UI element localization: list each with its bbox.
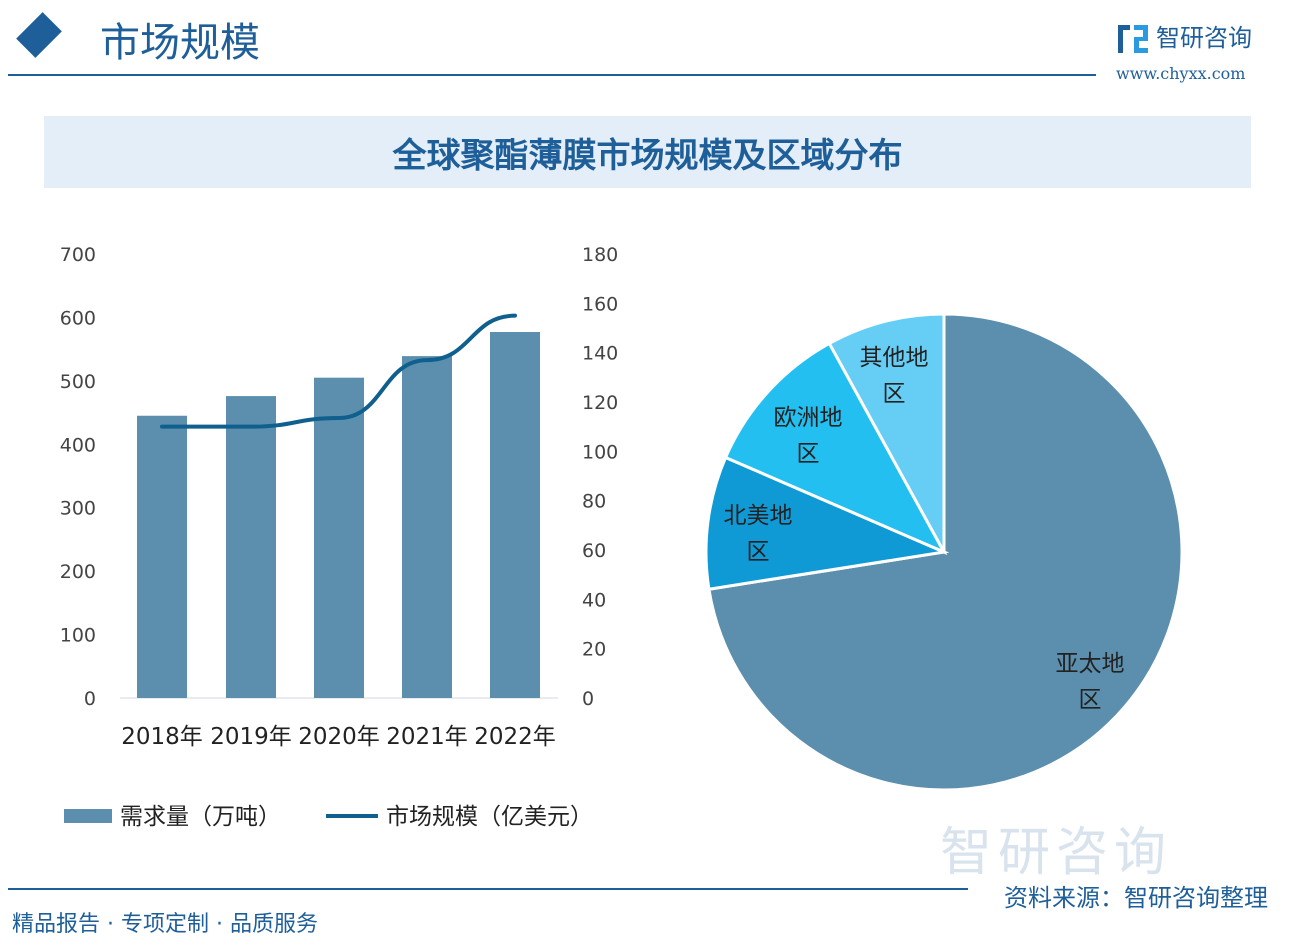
y-right-tick: 140	[582, 343, 618, 365]
x-tick-label: 2019年	[210, 724, 292, 750]
y-left-tick: 600	[60, 307, 96, 329]
y-right-tick: 20	[582, 639, 606, 661]
bar	[226, 396, 276, 698]
brand-name: 智研咨询	[1156, 24, 1252, 52]
x-tick-label: 2022年	[474, 724, 556, 750]
y-right-tick: 0	[582, 688, 594, 710]
bar	[490, 332, 540, 698]
header-divider	[8, 74, 1096, 76]
bar	[314, 377, 364, 698]
y-left-tick: 500	[60, 371, 96, 393]
bar	[402, 356, 452, 698]
y-right-tick: 120	[582, 392, 618, 414]
y-left-tick: 400	[60, 434, 96, 456]
y-left-tick: 300	[60, 498, 96, 520]
x-tick-label: 2018年	[121, 724, 203, 750]
brand: 智研咨询	[1118, 18, 1252, 53]
y-left-tick: 700	[60, 244, 96, 266]
y-right-tick: 160	[582, 293, 618, 315]
pie-slice	[827, 312, 946, 553]
brand-url: www.chyxx.com	[1116, 64, 1246, 83]
pie-slice	[704, 455, 950, 591]
y-left-tick: 0	[84, 688, 96, 710]
bar	[137, 415, 187, 698]
legend-line-label: 市场规模（亿美元）	[386, 804, 593, 830]
pie-label-north-america: 北美地区	[723, 503, 793, 565]
y-left-tick: 100	[60, 625, 96, 647]
y-right-tick: 40	[582, 589, 606, 611]
x-tick-label: 2020年	[298, 724, 380, 750]
pie-label-other: 其他地区	[859, 345, 929, 407]
footer-divider	[8, 888, 968, 890]
brand-logo-icon	[1118, 25, 1148, 53]
y-right-tick: 60	[582, 540, 606, 562]
footer-tagline: 精品报告 · 专项定制 · 品质服务	[12, 912, 318, 937]
line-series	[160, 313, 517, 429]
y-right-tick: 180	[582, 244, 618, 266]
watermark: 智研咨询	[940, 823, 1173, 883]
x-tick-label: 2021年	[386, 724, 468, 750]
pie-label-europe: 欧洲地区	[773, 405, 843, 467]
y-right-tick: 80	[582, 491, 606, 513]
y-left-tick: 200	[60, 561, 96, 583]
pie-slice	[723, 341, 948, 556]
section-title: 市场规模	[100, 20, 260, 66]
y-right-tick: 100	[582, 441, 618, 463]
chart-title-band: 全球聚酯薄膜市场规模及区域分布	[44, 116, 1251, 188]
legend-bar-swatch	[64, 809, 112, 823]
chart-title: 全球聚酯薄膜市场规模及区域分布	[392, 135, 903, 176]
pie-label-asia-pacific: 亚太地区	[1055, 651, 1125, 713]
source-note: 资料来源：智研咨询整理	[1004, 884, 1268, 912]
legend-bar-label: 需求量（万吨）	[120, 804, 281, 830]
